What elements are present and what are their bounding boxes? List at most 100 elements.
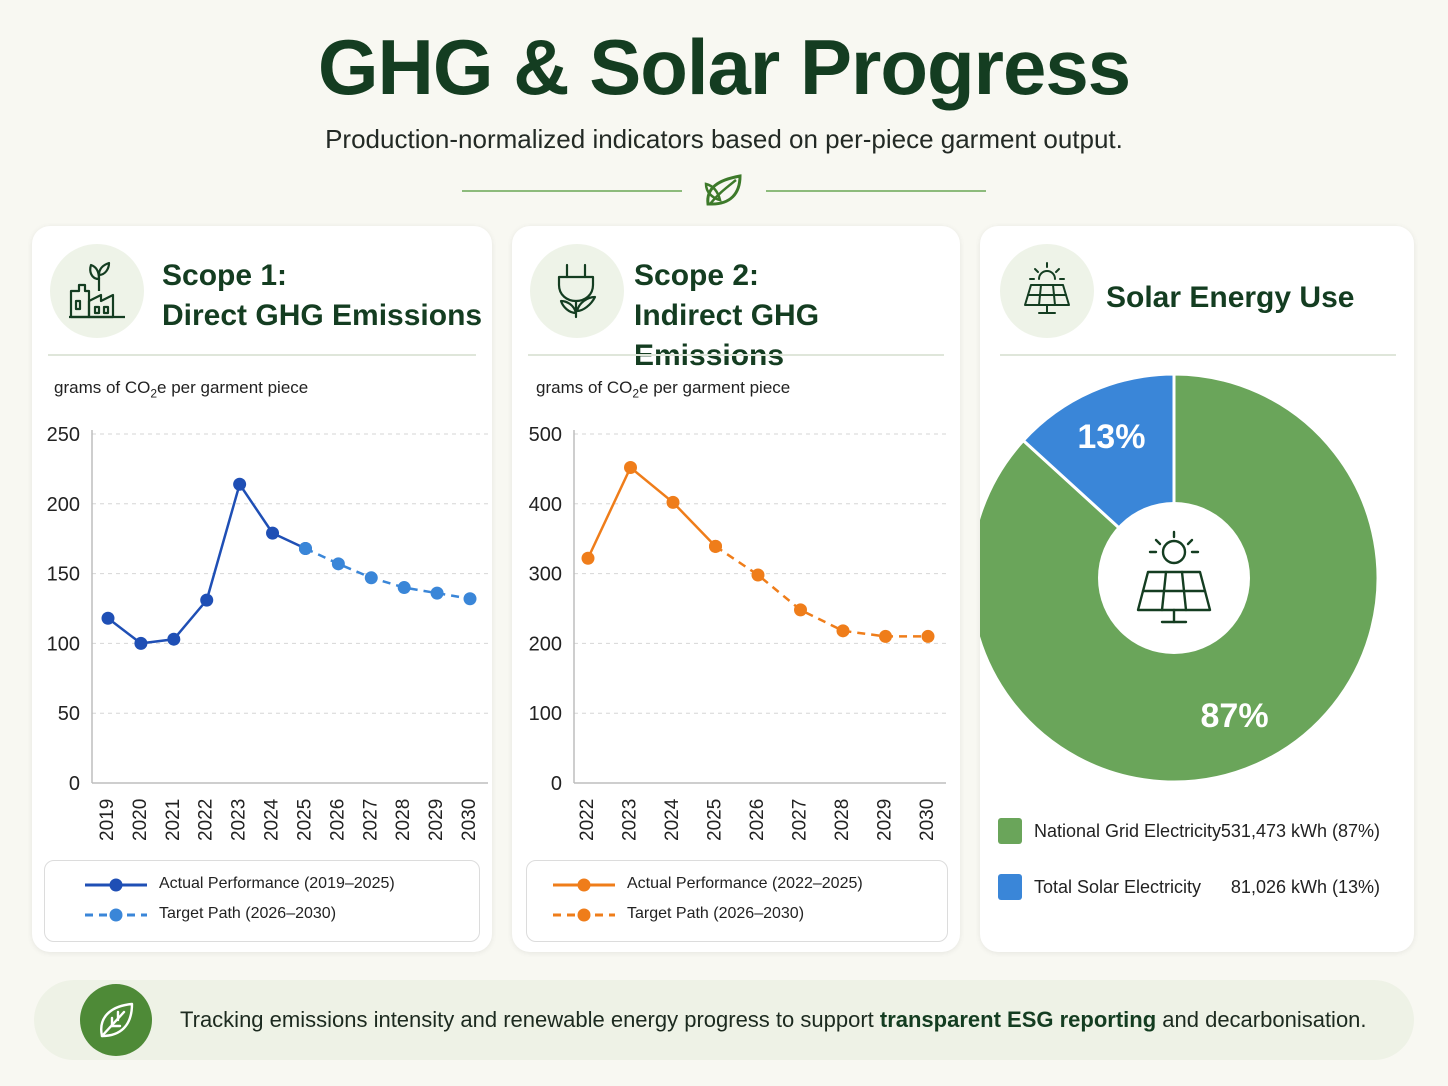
scope1-line-chart: 0 50 100 150 200 250 2019 2020 2021 2022 2023 2024 2… [47,424,488,841]
scope1-title-line2: Direct GHG Emissions [162,299,483,332]
divider-right [766,190,986,192]
data-point [879,629,892,643]
y-tick-label: 50 [58,703,80,725]
x-tick-label: 2030 [917,799,938,841]
data-point [794,603,807,617]
grid-legend-label: National Grid Electricity [1034,821,1222,841]
unit-prefix: grams of CO [54,378,151,397]
data-point [266,526,280,540]
x-tick-label: 2024 [262,798,283,841]
footer-icon-circle [80,984,152,1056]
x-tick-label: 2027 [790,799,811,841]
scope1-unit-label: grams of CO2e per garment piece [54,378,308,400]
legend-solid-line-marker [85,878,147,892]
data-point [233,477,247,491]
x-tick-label: 2025 [705,799,726,841]
scope1-title-line1: Scope 1: [162,259,288,292]
solar-title: Solar Energy Use [1106,281,1355,314]
data-point [167,632,181,646]
x-tick-label: 2025 [294,799,315,841]
data-point [134,636,148,650]
solar-icon-part [1160,570,1168,612]
solar-icon-part [1161,539,1187,565]
y-tick-label: 250 [47,424,80,446]
divider-left [462,190,682,192]
footer-text-after: and decarbonisation. [1156,1007,1367,1032]
grid-swatch [998,818,1022,844]
legend-actual-label: Actual Performance (2019–2025) [159,875,395,892]
data-point [581,551,595,565]
unit-prefix: grams of CO [536,378,633,397]
legend-dashed-line-marker [85,908,147,922]
scope2-card: Scope 2: Indirect GHG Emissions grams of… [512,226,960,952]
data-point [298,541,312,555]
solar-panel-icon [1024,262,1070,314]
unit-sub: 2 [632,386,640,401]
unit-sub: 2 [150,386,158,401]
legend-target-label: Target Path (2026–2030) [627,905,805,922]
legend-item-solar: Total Solar Electricity 81,026 kWh (13%) [998,872,1390,902]
y-tick-label: 150 [47,564,80,586]
scope1-divider [48,354,476,356]
legend-solid-line-marker [553,878,615,892]
x-tick-label: 2022 [577,799,598,841]
unit-suffix: e per garment piece [639,378,791,397]
footer-text-bold: transparent ESG reporting [879,1007,1157,1032]
y-tick-label: 200 [47,494,80,516]
x-tick-label: 2030 [459,799,480,841]
scope1-legend: Actual Performance (2019–2025) Target Pa… [44,860,480,942]
scope2-legend: Actual Performance (2022–2025) Target Pa… [526,860,948,942]
leaf-icon [704,174,742,206]
scope2-icon-circle [530,244,624,338]
scope2-title-line1: Scope 2: [634,259,760,292]
legend-target-label: Target Path (2026–2030) [159,905,337,922]
donut-hole [1098,502,1250,654]
page-title: GHG & Solar Progress [317,23,1131,111]
y-tick-label: 500 [529,424,562,446]
y-tick-label: 200 [529,633,562,655]
page-subtitle: Production-normalized indicators based o… [325,124,1123,154]
x-tick-label: 2020 [130,799,151,841]
slice-percent-label: 87% [1201,697,1269,735]
y-tick-label: 0 [69,773,80,795]
solar-card: Solar Energy Use 87% 13% National Grid El… [980,226,1414,952]
scope2-unit-label: grams of CO2e per garment piece [536,378,790,400]
data-point [921,629,935,643]
scope1-icon-circle [50,244,144,338]
x-tick-label: 2026 [327,799,348,841]
x-tick-label: 2029 [875,799,896,841]
plug-leaf-icon [557,263,597,319]
x-tick-label: 2021 [163,799,184,841]
data-point [101,611,115,625]
unit-suffix: e per garment piece [157,378,309,397]
solar-donut-chart: 87% 13% [980,372,1380,784]
x-tick-label: 2023 [620,799,641,841]
data-point [364,571,378,585]
solar-divider [1000,354,1396,356]
data-point [666,495,680,509]
series-line [714,545,928,638]
leaf-icon [100,1002,134,1038]
data-point [200,593,214,607]
data-point [836,624,850,638]
x-tick-label: 2028 [832,799,853,841]
solar-icon-circle [1000,244,1094,338]
factory-plant-icon [69,261,125,319]
solar-panel-icon [1136,530,1212,624]
x-tick-label: 2027 [360,799,381,841]
scope2-line-chart: 0 100 200 300 400 500 2022 2023 2024 2025 2026 2027… [529,424,946,841]
data-point [709,539,722,553]
series-line [107,483,306,645]
solar-icon-part [1186,538,1194,546]
footer-text-before: Tracking emissions intensity and renewab… [180,1007,880,1032]
scope1-card: Scope 1: Direct GHG Emissions grams of C… [32,226,492,952]
footer-banner: Tracking emissions intensity and renewab… [34,980,1414,1060]
x-tick-label: 2028 [393,799,414,841]
solar-legend-label: Total Solar Electricity [1034,877,1202,897]
x-tick-label: 2026 [747,799,768,841]
y-tick-label: 100 [47,633,80,655]
x-tick-label: 2023 [229,799,250,841]
slice-percent-label: 13% [1077,418,1145,456]
solar-legend-value: 81,026 kWh (13%) [1230,877,1380,897]
x-tick-label: 2022 [196,799,217,841]
